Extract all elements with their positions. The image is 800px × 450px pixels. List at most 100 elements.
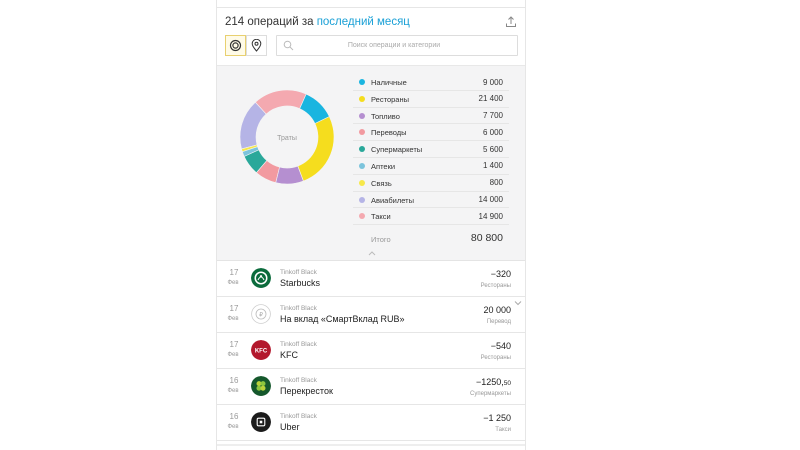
operation-category: Перевод (486, 319, 511, 325)
title-prefix: 214 операций за (225, 16, 317, 28)
legend-label: Переводы (371, 128, 407, 138)
operation-category: Рестораны (480, 355, 511, 361)
operation-month: Фев (227, 352, 239, 358)
list-bottom-edge (217, 444, 525, 446)
legend-color-dot (359, 196, 365, 203)
search-icon (283, 40, 294, 51)
operation-row[interactable]: 17 Фев ₽ Tinkoff Black На вклад «СмартВклад … (217, 297, 525, 333)
legend-color-dot (359, 213, 365, 220)
spending-donut-chart[interactable]: Траты (239, 89, 335, 185)
legend-color-dot (359, 162, 365, 169)
legend-value: 21 400 (478, 94, 503, 104)
legend-color-dot (359, 95, 365, 102)
donut-icon (229, 39, 242, 52)
operation-month: Фев (227, 388, 239, 394)
legend-item[interactable]: Наличные 9 000 (353, 74, 509, 91)
legend-value: 800 (489, 178, 503, 188)
page-title: 214 операций за последний месяц (225, 16, 410, 28)
operation-month: Фев (227, 316, 239, 322)
operation-amount-cents: 50 (503, 380, 511, 387)
legend-item[interactable]: Супермаркеты 5 600 (353, 141, 509, 158)
kfc-logo: KFC (251, 340, 271, 360)
operation-row[interactable]: 17 Фев Tinkoff Black Starbucks −320 Рестораны (217, 261, 525, 297)
operation-day: 17 (229, 340, 239, 349)
legend-label: Авиабилеты (371, 195, 414, 205)
operation-name: KFC (280, 350, 298, 360)
operation-amount: −320 (491, 269, 511, 279)
legend-color-dot (359, 179, 365, 186)
operation-amount-main: −320 (490, 269, 511, 279)
operation-account: Tinkoff Black (280, 341, 317, 348)
legend-label: Супермаркеты (371, 145, 423, 155)
legend-label: Такси (371, 212, 391, 222)
legend-color-dot (359, 129, 365, 136)
operation-account: Tinkoff Black (280, 269, 317, 276)
legend-value: 7 700 (482, 111, 503, 121)
operation-name: Starbucks (280, 278, 321, 288)
operation-amount-main: 20 000 (483, 305, 511, 315)
operation-category: Такси (495, 427, 511, 433)
legend-value: 6 000 (482, 127, 503, 137)
chevron-down-icon[interactable] (514, 300, 522, 306)
operation-row[interactable]: 16 Фев Tinkoff Black Перекресток −1250,50 Суп… (217, 369, 525, 405)
operation-name: Uber (280, 422, 300, 432)
donut-slice[interactable] (299, 93, 330, 124)
total-value: 80 800 (470, 232, 503, 245)
svg-text:KFC: KFC (255, 348, 268, 354)
operation-month: Фев (227, 424, 239, 430)
legend-item[interactable]: Аптеки 1 400 (353, 158, 509, 175)
location-pin-icon (251, 39, 262, 52)
operation-day: 16 (229, 412, 239, 421)
legend-color-dot (359, 112, 365, 119)
legend-color-dot (359, 79, 365, 85)
operation-amount-main: −540 (490, 341, 511, 351)
legend-label: Аптеки (371, 161, 396, 171)
export-icon[interactable] (505, 16, 517, 28)
search-input[interactable] (294, 42, 494, 49)
operation-name: Перекресток (280, 386, 333, 396)
donut-slice[interactable] (256, 160, 280, 184)
category-legend: Наличные 9 000 Рестораны 21 400 Топливо 7 700… (353, 74, 509, 251)
donut-slice[interactable] (239, 101, 267, 150)
donut-center-label: Траты (277, 135, 297, 142)
operation-amount: −1250,50 (476, 377, 511, 387)
legend-label: Связь (371, 178, 392, 188)
operation-amount-main: −1250, (475, 377, 504, 387)
legend-item[interactable]: Авиабилеты 14 000 (353, 192, 509, 209)
legend-item[interactable]: Топливо 7 700 (353, 108, 509, 125)
legend-value: 14 000 (478, 195, 503, 205)
legend-label: Топливо (371, 111, 400, 121)
operation-account: Tinkoff Black (280, 377, 317, 384)
chevron-up-icon[interactable] (368, 250, 376, 256)
operation-amount: −540 (491, 341, 511, 351)
search-field[interactable] (276, 35, 518, 56)
operation-month: Фев (227, 280, 239, 286)
total-label: Итого (371, 235, 391, 245)
operation-amount: 20 000 (483, 305, 511, 315)
legend-color-dot (359, 146, 365, 153)
perekrestok-logo (251, 376, 271, 396)
legend-item[interactable]: Такси 14 900 (353, 208, 509, 226)
operation-day: 17 (229, 304, 239, 313)
legend-item[interactable]: Переводы 6 000 (353, 124, 509, 142)
operation-category: Супермаркеты (470, 391, 511, 397)
operation-name: На вклад «СмартВклад RUB» (280, 314, 405, 324)
legend-item[interactable]: Связь 800 (353, 175, 509, 192)
donut-slice[interactable] (275, 165, 304, 185)
operation-row[interactable]: 17 Фев KFC Tinkoff Black KFC −540 Рестораны (217, 333, 525, 369)
legend-item[interactable]: Рестораны 21 400 (353, 91, 509, 108)
operation-account: Tinkoff Black (280, 413, 317, 420)
donut-slice[interactable] (297, 116, 335, 182)
map-view-button[interactable] (246, 35, 267, 56)
operation-row[interactable]: 16 Фев Tinkoff Black Uber −1 250 Такси (217, 405, 525, 441)
category-view-button[interactable] (225, 35, 246, 56)
legend-total-row: Итого 80 800 (353, 225, 509, 251)
operations-panel: 214 операций за последний месяц (216, 0, 526, 450)
uber-logo (251, 412, 271, 432)
operation-account: Tinkoff Black (280, 305, 317, 312)
legend-value: 5 600 (482, 144, 503, 154)
period-link[interactable]: последний месяц (316, 16, 410, 28)
operation-amount: −1 250 (483, 413, 511, 423)
operations-list: 17 Фев Tinkoff Black Starbucks −320 Рестораны… (217, 261, 525, 441)
operation-day: 17 (229, 268, 239, 277)
